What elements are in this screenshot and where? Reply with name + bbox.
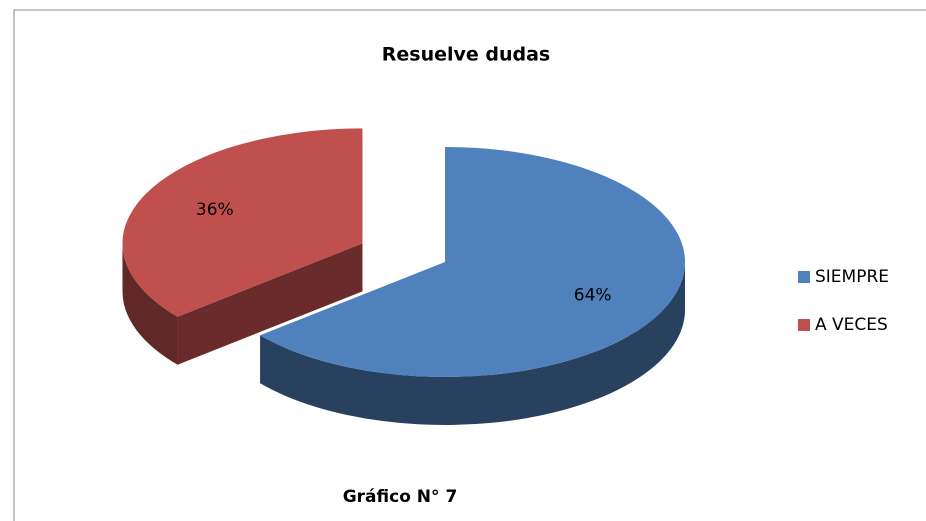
slice: [260, 147, 686, 425]
legend-label: A VECES: [815, 315, 888, 335]
chart-caption: Gráfico N° 7: [343, 487, 458, 507]
legend-label: SIEMPRE: [815, 267, 889, 287]
slice: [122, 128, 363, 365]
slice-top: [260, 147, 686, 377]
chart-title: Resuelve dudas: [382, 44, 551, 66]
legend-swatch: [798, 319, 810, 331]
slice-side: [260, 262, 685, 425]
slice-top: [122, 128, 363, 317]
slice-side: [122, 243, 178, 365]
data-label: 36%: [196, 200, 234, 220]
slice-cut-face: [177, 243, 363, 365]
data-label: 64%: [574, 285, 612, 305]
legend-swatch: [798, 271, 810, 283]
